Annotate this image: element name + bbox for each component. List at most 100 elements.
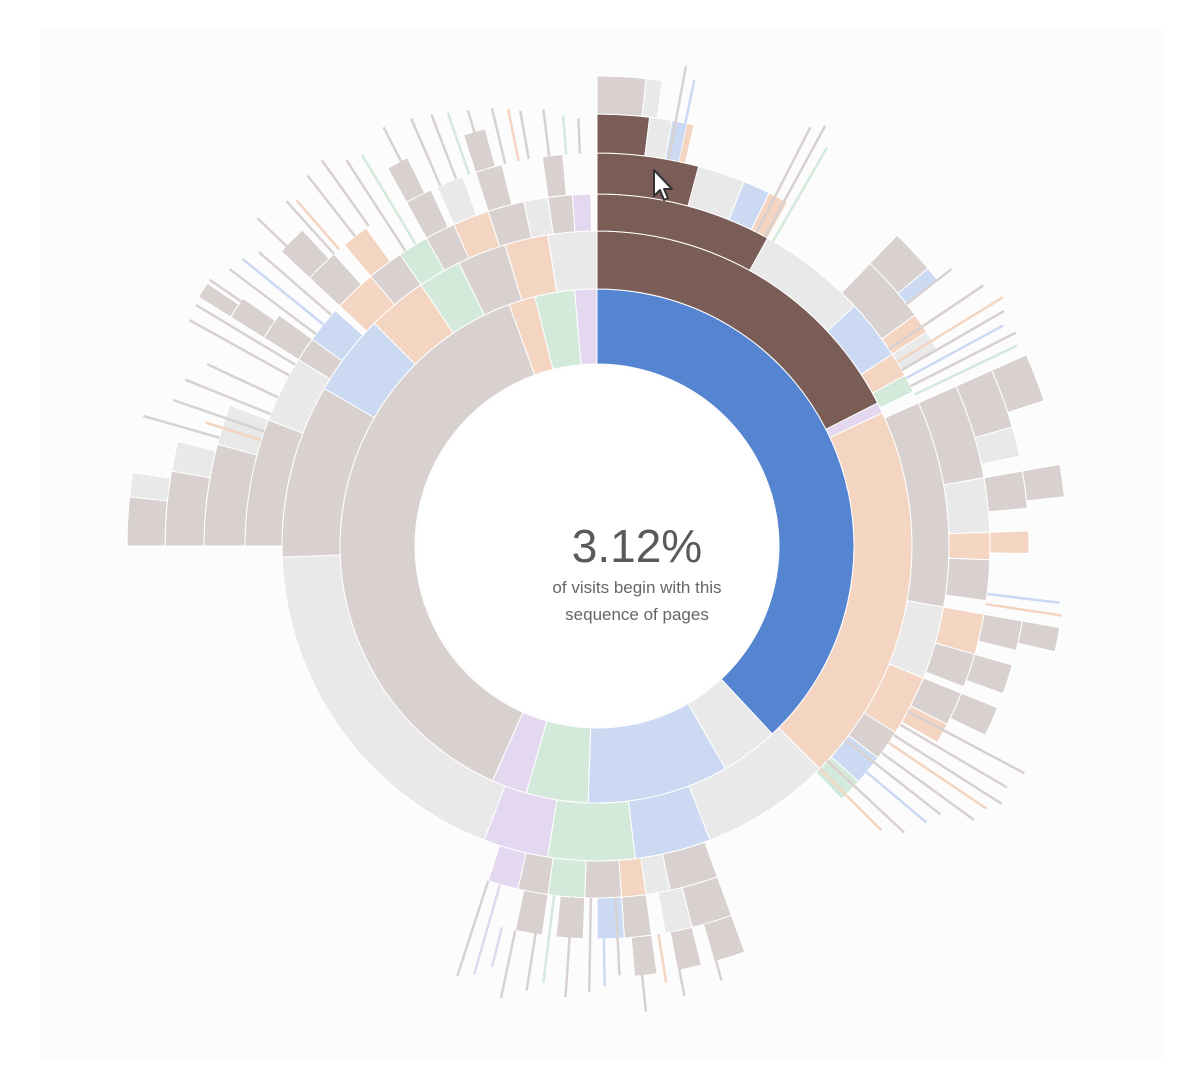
sunburst-thin-segment-66[interactable] bbox=[577, 118, 582, 154]
sunburst-thin-segment-38[interactable] bbox=[142, 414, 220, 439]
sunburst-thin-segment-31[interactable] bbox=[564, 897, 574, 997]
sunburst-thin-segment-51[interactable] bbox=[295, 199, 341, 251]
sunburst-segment-ring5-17[interactable] bbox=[164, 470, 211, 547]
sunburst-segment-ring4-19[interactable] bbox=[596, 896, 625, 940]
sunburst-segment-ring3-18[interactable] bbox=[487, 844, 527, 890]
sunburst-thin-segment-4[interactable] bbox=[763, 125, 827, 238]
sunburst-segment-ring3-16[interactable] bbox=[547, 857, 587, 899]
sunburst-thin-segment-59[interactable] bbox=[446, 112, 471, 175]
sunburst-segment-ring2-15[interactable] bbox=[547, 230, 598, 293]
sunburst-thin-segment-55[interactable] bbox=[361, 154, 417, 245]
sunburst-thin-segment-9[interactable] bbox=[901, 309, 1005, 372]
sunburst-thin-segment-5[interactable] bbox=[771, 147, 829, 242]
sunburst-segment-ring4-21[interactable] bbox=[514, 889, 549, 936]
sunburst-segment-ring2-6[interactable] bbox=[547, 799, 636, 862]
sunburst-thin-segment-46[interactable] bbox=[228, 268, 317, 336]
sunburst-thin-segment-49[interactable] bbox=[256, 217, 316, 274]
sunburst-segment-ring4-18[interactable] bbox=[621, 894, 653, 939]
sunburst-segment-ring3-14[interactable] bbox=[618, 857, 647, 898]
sunburst-segment-ring5-14[interactable] bbox=[704, 914, 746, 962]
sunburst-thin-segment-23[interactable] bbox=[818, 767, 883, 832]
sunburst-segment-ring6-2[interactable] bbox=[641, 78, 663, 119]
sunburst-thin-segment-13[interactable] bbox=[986, 592, 1060, 605]
sunburst-thin-segment-62[interactable] bbox=[506, 108, 520, 162]
sunburst-segment-ring3-11[interactable] bbox=[815, 756, 860, 800]
sunburst-thin-segment-21[interactable] bbox=[837, 747, 928, 824]
sunburst-segment-ring4-29[interactable] bbox=[474, 164, 513, 212]
sunburst-segment-ring5-10[interactable] bbox=[989, 530, 1030, 555]
sunburst-thin-segment-25[interactable] bbox=[670, 931, 686, 996]
sunburst-thin-segment-42[interactable] bbox=[206, 363, 279, 399]
sunburst-segment-ring3-22[interactable] bbox=[311, 309, 364, 362]
sunburst-thin-segment-1[interactable] bbox=[667, 65, 688, 160]
sunburst-segment-ring6-4[interactable] bbox=[1021, 463, 1065, 502]
sunburst-thin-segment-12[interactable] bbox=[914, 344, 1019, 396]
sunburst-thin-segment-63[interactable] bbox=[519, 110, 530, 160]
sunburst-segment-ring5-8[interactable] bbox=[974, 426, 1021, 465]
sunburst-thin-segment-18[interactable] bbox=[888, 741, 988, 810]
sunburst-segment-ring6-3[interactable] bbox=[990, 354, 1045, 414]
sunburst-thin-segment-54[interactable] bbox=[345, 159, 407, 252]
sunburst-thin-segment-45[interactable] bbox=[208, 278, 274, 325]
sunburst-thin-segment-39[interactable] bbox=[205, 421, 262, 442]
sunburst-thin-segment-33[interactable] bbox=[525, 893, 544, 991]
sunburst-segment-ring5-12[interactable] bbox=[965, 653, 1013, 695]
sunburst-thin-segment-65[interactable] bbox=[561, 115, 568, 155]
sunburst-segment-ring5-11[interactable] bbox=[977, 613, 1024, 652]
sunburst-thin-segment-27[interactable] bbox=[636, 936, 648, 1012]
sunburst-segment-ring4-26[interactable] bbox=[343, 227, 391, 278]
sunburst-segment-ring4-30[interactable] bbox=[541, 153, 567, 198]
sunburst-segment-ring5-1[interactable] bbox=[596, 113, 651, 157]
sunburst-thin-segment-30[interactable] bbox=[587, 897, 593, 992]
sunburst-thin-segment-26[interactable] bbox=[657, 933, 668, 983]
sunburst-thin-segment-64[interactable] bbox=[542, 109, 551, 157]
sunburst-segment-ring5-18[interactable] bbox=[170, 440, 217, 479]
sunburst-segment-ring4-28[interactable] bbox=[436, 176, 478, 226]
sunburst-thin-segment-53[interactable] bbox=[320, 159, 370, 227]
sunburst-thin-segment-19[interactable] bbox=[881, 751, 975, 821]
sunburst-thin-segment-47[interactable] bbox=[241, 258, 325, 326]
sunburst-thin-segment-60[interactable] bbox=[466, 110, 487, 170]
sunburst-segment-ring3-5[interactable] bbox=[871, 374, 915, 409]
sunburst-thin-segment-40[interactable] bbox=[173, 398, 265, 433]
sunburst-thin-segment-52[interactable] bbox=[306, 174, 357, 238]
sunburst-thin-segment-50[interactable] bbox=[285, 200, 335, 255]
sunburst-thin-segment-36[interactable] bbox=[472, 884, 502, 976]
sunburst-segment-ring3-31[interactable] bbox=[571, 193, 593, 233]
sunburst-segment-ring6-7[interactable] bbox=[129, 471, 171, 502]
sunburst-thin-segment-34[interactable] bbox=[499, 930, 517, 999]
sunburst-thin-segment-24[interactable] bbox=[704, 923, 723, 981]
sunburst-segment-ring5-21[interactable] bbox=[386, 157, 426, 203]
sunburst-segment-ring4-9[interactable] bbox=[943, 477, 991, 535]
sunburst-thin-segment-56[interactable] bbox=[382, 126, 420, 197]
sunburst-segment-ring5-9[interactable] bbox=[983, 470, 1028, 513]
sunburst-thin-segment-2[interactable] bbox=[676, 79, 696, 162]
sunburst-thin-segment-44[interactable] bbox=[195, 303, 296, 366]
sunburst-thin-segment-58[interactable] bbox=[430, 114, 458, 180]
sunburst-segment-ring5-16[interactable] bbox=[630, 934, 658, 977]
sunburst-thin-segment-6[interactable] bbox=[905, 267, 953, 306]
sunburst-segment-ring3-15[interactable] bbox=[584, 859, 623, 899]
sunburst-thin-segment-22[interactable] bbox=[826, 759, 906, 834]
sunburst-chart[interactable] bbox=[40, 30, 1165, 1060]
sunburst-thin-segment-37[interactable] bbox=[456, 880, 490, 977]
sunburst-thin-segment-3[interactable] bbox=[755, 126, 812, 233]
sunburst-segment-ring4-11[interactable] bbox=[945, 557, 991, 602]
sunburst-thin-segment-20[interactable] bbox=[844, 738, 942, 816]
sunburst-thin-segment-48[interactable] bbox=[258, 251, 333, 317]
sunburst-thin-segment-15[interactable] bbox=[907, 710, 1025, 775]
sunburst-thin-segment-61[interactable] bbox=[490, 108, 507, 165]
sunburst-thin-segment-16[interactable] bbox=[899, 723, 1008, 789]
sunburst-segment-ring4-23[interactable] bbox=[216, 404, 270, 456]
sunburst-thin-segment-14[interactable] bbox=[985, 602, 1063, 617]
sunburst-thin-segment-8[interactable] bbox=[896, 296, 1004, 364]
sunburst-thin-segment-10[interactable] bbox=[905, 324, 1004, 380]
sunburst-thin-segment-17[interactable] bbox=[893, 734, 1003, 805]
sunburst-segment-ring5-20[interactable] bbox=[280, 229, 330, 279]
sunburst-segment-ring3-30[interactable] bbox=[547, 194, 576, 235]
sunburst-segment-ring5-13[interactable] bbox=[949, 692, 999, 737]
sunburst-thin-segment-28[interactable] bbox=[614, 897, 621, 976]
sunburst-segment-ring6-5[interactable] bbox=[1017, 620, 1061, 653]
sunburst-segment-ring6-6[interactable] bbox=[126, 496, 168, 547]
sunburst-thin-segment-29[interactable] bbox=[601, 897, 606, 986]
